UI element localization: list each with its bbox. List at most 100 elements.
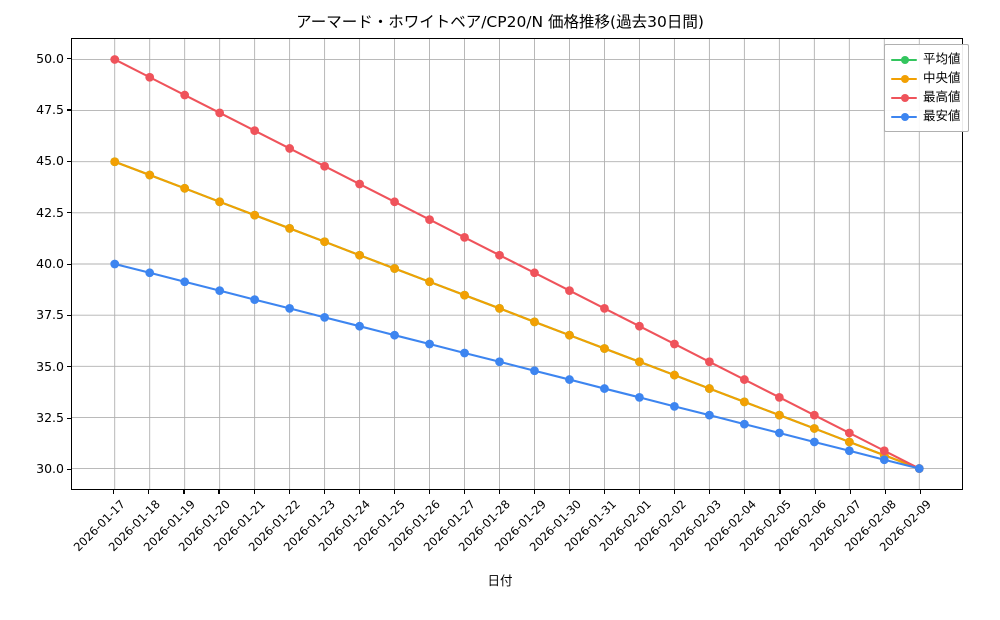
- x-axis-label: 日付: [487, 573, 513, 588]
- x-tick-mark: [779, 490, 781, 494]
- series-中央値: [110, 157, 924, 473]
- data-point: [425, 277, 434, 287]
- data-point: [495, 357, 504, 367]
- data-point: [774, 410, 784, 420]
- x-tick-mark: [428, 490, 430, 494]
- legend-item-最安値[interactable]: 最安値: [891, 107, 961, 126]
- data-point: [285, 224, 295, 233]
- data-point: [390, 330, 399, 340]
- legend-marker-icon: [891, 92, 917, 104]
- data-series-layer: [110, 55, 924, 473]
- x-tick-mark: [183, 490, 185, 494]
- data-point: [110, 55, 120, 64]
- y-tick-mark: [67, 366, 71, 368]
- legend-label: 平均値: [923, 51, 961, 67]
- data-point: [425, 215, 434, 224]
- y-tick-label: 42.5: [36, 204, 64, 220]
- data-point: [110, 157, 120, 167]
- x-tick-mark: [323, 490, 325, 494]
- chart-legend: 平均値中央値最高値最安値: [884, 44, 969, 132]
- x-tick-mark: [113, 490, 115, 494]
- data-point: [565, 330, 574, 340]
- data-point: [739, 419, 749, 429]
- x-tick-mark: [884, 490, 886, 494]
- data-point: [670, 339, 679, 349]
- series-line: [113, 160, 921, 470]
- legend-marker-icon: [891, 54, 917, 66]
- data-point: [460, 233, 469, 242]
- data-point: [739, 375, 749, 384]
- y-tick-mark: [67, 109, 71, 111]
- chart-title: アーマード・ホワイトベア/CP20/N 価格推移(過去30日間): [296, 13, 704, 31]
- data-point: [110, 259, 120, 269]
- data-point: [530, 317, 539, 327]
- data-point: [250, 126, 260, 136]
- x-tick-mark: [919, 490, 921, 494]
- x-tick-mark: [849, 490, 851, 494]
- data-point: [844, 446, 854, 456]
- legend-dot: [900, 74, 909, 83]
- data-point: [180, 277, 190, 287]
- data-point: [320, 237, 329, 247]
- series-最安値: [110, 259, 924, 473]
- legend-item-最高値[interactable]: 最高値: [891, 88, 961, 107]
- y-tick-mark: [67, 468, 71, 471]
- data-point: [180, 183, 190, 193]
- data-point: [635, 392, 644, 402]
- y-tick-label: 37.5: [36, 307, 64, 323]
- data-point: [914, 464, 924, 473]
- y-tick-label: 32.5: [36, 410, 64, 426]
- data-point: [635, 357, 644, 367]
- data-point: [879, 455, 889, 465]
- legend-label: 最高値: [923, 89, 961, 105]
- legend-item-中央値[interactable]: 中央値: [891, 69, 961, 88]
- data-point: [670, 401, 679, 411]
- y-tick-label: 40.0: [36, 256, 64, 271]
- data-point: [565, 286, 574, 295]
- x-tick-mark: [814, 490, 816, 494]
- data-point: [705, 384, 714, 393]
- data-point: [705, 410, 714, 420]
- x-tick-mark: [463, 490, 465, 494]
- y-tick-label: 30.0: [36, 461, 64, 477]
- data-point: [739, 397, 749, 407]
- y-tick-label: 50.0: [36, 50, 64, 66]
- legend-marker-icon: [891, 73, 917, 85]
- data-point: [844, 437, 854, 447]
- data-point: [425, 339, 434, 349]
- x-tick-mark: [639, 490, 641, 494]
- x-tick-mark: [253, 490, 255, 494]
- data-point: [355, 250, 364, 260]
- data-point: [809, 410, 819, 420]
- x-tick-mark: [709, 490, 711, 494]
- x-tick-mark: [393, 490, 395, 494]
- data-point: [495, 304, 504, 313]
- data-point: [495, 250, 504, 260]
- y-tick-mark: [67, 160, 71, 162]
- y-axis-label: 値 (円): [0, 208, 1, 247]
- legend-item-平均値[interactable]: 平均値: [891, 50, 961, 69]
- data-point: [390, 264, 399, 273]
- series-line: [113, 262, 921, 470]
- data-point: [285, 304, 295, 313]
- x-tick-mark: [498, 490, 501, 494]
- series-最高値: [110, 55, 924, 473]
- data-point: [600, 384, 609, 393]
- data-point: [460, 290, 469, 300]
- x-tick-mark: [744, 490, 746, 494]
- x-tick-mark: [288, 490, 290, 494]
- x-tick-mark: [358, 490, 360, 494]
- x-tick-mark: [569, 490, 571, 494]
- data-point: [250, 295, 260, 304]
- legend-dot: [900, 93, 909, 102]
- data-point: [355, 179, 364, 189]
- y-tick-mark: [67, 263, 71, 265]
- y-tick-mark: [67, 58, 71, 60]
- data-point: [180, 90, 190, 100]
- data-point: [565, 375, 574, 384]
- data-point: [844, 428, 854, 438]
- data-point: [145, 170, 155, 180]
- legend-label: 中央値: [923, 70, 961, 86]
- plot-area: [71, 38, 963, 490]
- data-point: [635, 321, 644, 331]
